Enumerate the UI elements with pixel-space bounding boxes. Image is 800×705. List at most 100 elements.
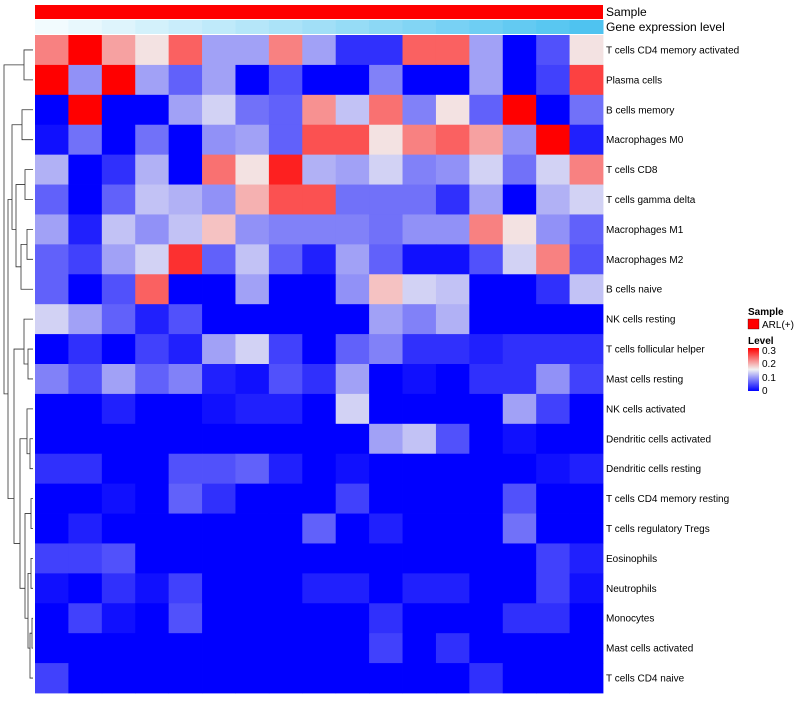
- heatmap-cell: [302, 633, 337, 664]
- heatmap-cell: [68, 543, 103, 574]
- heatmap-cell: [402, 663, 437, 694]
- heatmap-cell: [168, 154, 203, 185]
- dendrogram-branch: [26, 408, 33, 455]
- heatmap-cell: [402, 393, 437, 425]
- heatmap-cell: [268, 274, 303, 305]
- heatmap-cell: [68, 663, 103, 694]
- heatmap-cell: [402, 304, 437, 335]
- heatmap-cell: [168, 513, 203, 544]
- row-label: T cells CD4 memory activated: [606, 45, 739, 56]
- heatmap-cell: [369, 513, 403, 544]
- heatmap-cell: [202, 35, 236, 66]
- dendrogram-branch: [30, 558, 33, 589]
- heatmap-cell: [35, 184, 69, 215]
- heatmap-cell: [502, 483, 537, 514]
- heatmap-cell: [268, 244, 303, 275]
- dendrogram-branch: [27, 348, 33, 380]
- legend-sample-swatch: [747, 318, 760, 330]
- heatmap-cell: [569, 603, 604, 634]
- heatmap-cell: [435, 184, 470, 215]
- heatmap-cell: [101, 184, 136, 215]
- row-label: Neutrophils: [606, 584, 657, 595]
- heatmap-cell: [569, 543, 604, 574]
- row-label: Macrophages M1: [606, 225, 684, 236]
- legend-sample-title: Sample: [748, 307, 784, 318]
- heatmap-cell: [502, 543, 537, 574]
- heatmap-cell: [402, 364, 437, 395]
- legend-level-tick: 0.2: [762, 359, 776, 370]
- heatmap-cell: [268, 543, 303, 574]
- heatmap-cell: [35, 35, 69, 66]
- heatmap-cell: [202, 483, 236, 514]
- heatmap-cell: [302, 453, 337, 485]
- heatmap-cell: [268, 513, 303, 544]
- heatmap-cell: [369, 663, 403, 694]
- heatmap-cell: [402, 334, 437, 365]
- heatmap-cell: [135, 304, 170, 335]
- heatmap-cell: [168, 364, 203, 395]
- heatmap-cell: [469, 35, 504, 66]
- heatmap-cell: [101, 603, 136, 634]
- heatmap-cell: [168, 214, 203, 245]
- heatmap-cell: [68, 483, 103, 514]
- heatmap-cell: [135, 393, 170, 425]
- heatmap-cell: [101, 274, 136, 305]
- dendrogram-branch: [27, 572, 31, 649]
- heatmap-cell: [168, 603, 203, 634]
- heatmap-cell: [35, 244, 69, 275]
- heatmap-cell: [402, 573, 437, 604]
- heatmap-cell: [202, 573, 236, 604]
- heatmap-cell: [569, 94, 604, 126]
- heatmap-cell: [536, 154, 570, 185]
- heatmap-cell: [135, 334, 170, 365]
- heatmap-cell: [435, 423, 470, 455]
- gene-expression-track-cell: [135, 20, 170, 34]
- heatmap-cell: [335, 423, 370, 455]
- heatmap-cell: [35, 94, 69, 126]
- heatmap-cell: [536, 304, 570, 335]
- heatmap-cell: [502, 214, 537, 245]
- heatmap-cell: [335, 513, 370, 544]
- heatmap-cell: [135, 214, 170, 245]
- heatmap-cell: [235, 453, 270, 485]
- heatmap-cell: [202, 184, 236, 215]
- gene-expression-track-cell: [435, 20, 470, 34]
- dendrogram-branch: [30, 498, 33, 529]
- heatmap-cell: [68, 214, 103, 245]
- heatmap-cell: [268, 214, 303, 245]
- heatmap-cell: [435, 663, 470, 694]
- heatmap-cell: [268, 94, 303, 126]
- heatmap-cell: [369, 94, 403, 126]
- heatmap-cell: [101, 124, 136, 156]
- heatmap-cell: [168, 633, 203, 664]
- row-label: B cells naive: [606, 285, 663, 296]
- heatmap-cell: [235, 94, 270, 126]
- heatmap-cell: [335, 633, 370, 664]
- gene-expression-track-label: Gene expression level: [606, 20, 725, 34]
- heatmap-cell: [168, 124, 203, 156]
- heatmap-cell: [536, 423, 570, 455]
- heatmap-cell: [469, 64, 504, 96]
- heatmap-cell: [35, 453, 69, 485]
- heatmap-cell: [469, 423, 504, 455]
- heatmap-cell: [101, 154, 136, 185]
- heatmap-cell: [202, 603, 236, 634]
- heatmap-cell: [369, 214, 403, 245]
- heatmap-cell: [35, 393, 69, 425]
- heatmap-cell: [168, 334, 203, 365]
- heatmap-cell: [302, 184, 337, 215]
- heatmap-cell: [35, 513, 69, 544]
- heatmap-cell: [502, 304, 537, 335]
- heatmap-cell: [268, 64, 303, 96]
- gene-expression-track-cell: [68, 20, 103, 34]
- heatmap-cell: [302, 663, 337, 694]
- heatmap-cell: [135, 573, 170, 604]
- heatmap-cell: [268, 393, 303, 425]
- heatmap-cell: [302, 513, 337, 544]
- heatmap-cell: [268, 573, 303, 604]
- heatmap-cell: [135, 274, 170, 305]
- heatmap-cell: [569, 304, 604, 335]
- heatmap-cell: [68, 274, 103, 305]
- heatmap-cell: [402, 184, 437, 215]
